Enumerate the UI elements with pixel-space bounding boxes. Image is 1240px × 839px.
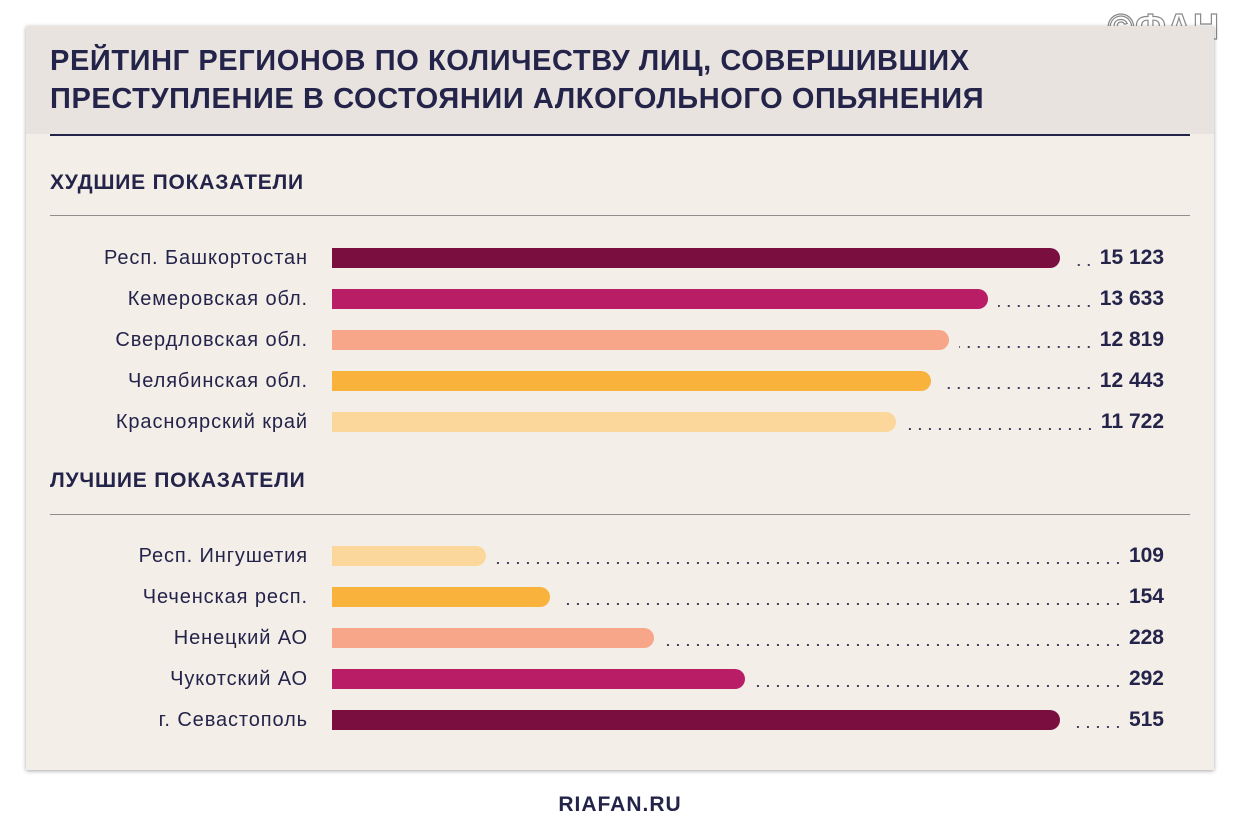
bar-row: Чукотский АО 292 bbox=[26, 667, 1214, 691]
category-label: Челябинская обл. bbox=[128, 370, 308, 392]
category-label: Чукотский АО bbox=[170, 668, 308, 690]
value-label: 13 633 bbox=[1099, 287, 1164, 310]
category-label: Чеченская респ. bbox=[142, 586, 308, 608]
bar bbox=[332, 412, 896, 432]
bar-row: Кемеровская обл. 13 633 bbox=[26, 287, 1214, 311]
bar-row: Респ. Башкортостан 15 123 bbox=[26, 246, 1214, 270]
value-label: 11 722 bbox=[1100, 410, 1164, 433]
bar bbox=[332, 248, 1060, 268]
value-label: 154 bbox=[1128, 585, 1164, 608]
bar bbox=[332, 371, 931, 391]
category-label: Респ. Ингушетия bbox=[138, 545, 308, 567]
title-divider bbox=[50, 134, 1190, 136]
category-label: г. Севастополь bbox=[158, 709, 308, 731]
source-credit: RIAFAN.RU bbox=[558, 793, 682, 816]
bar-row: Респ. Ингушетия 109 bbox=[26, 544, 1214, 568]
bar-row: Челябинская обл. 12 443 bbox=[26, 369, 1214, 393]
bar bbox=[332, 546, 486, 566]
title-band: РЕЙТИНГ РЕГИОНОВ ПО КОЛИЧЕСТВУ ЛИЦ, СОВЕ… bbox=[26, 26, 1214, 134]
section-divider-worst bbox=[50, 215, 1190, 216]
value-label: 12 819 bbox=[1099, 328, 1164, 351]
section-title-worst: ХУДШИЕ ПОКАЗАТЕЛИ bbox=[50, 171, 304, 194]
value-label: 228 bbox=[1128, 626, 1164, 649]
section-title-best: ЛУЧШИЕ ПОКАЗАТЕЛИ bbox=[50, 469, 306, 492]
value-label: 292 bbox=[1128, 667, 1164, 690]
dotted-leader bbox=[1070, 726, 1123, 728]
value-label: 15 123 bbox=[1099, 246, 1164, 269]
value-label: 109 bbox=[1128, 544, 1164, 567]
category-label: Ненецкий АО bbox=[173, 627, 308, 649]
value-label: 12 443 bbox=[1099, 369, 1164, 392]
infographic-card: РЕЙТИНГ РЕГИОНОВ ПО КОЛИЧЕСТВУ ЛИЦ, СОВЕ… bbox=[26, 26, 1214, 770]
dotted-leader bbox=[998, 305, 1094, 307]
dotted-leader bbox=[941, 387, 1094, 389]
category-label: Красноярский край bbox=[115, 411, 308, 433]
dotted-leader bbox=[1070, 264, 1094, 266]
category-label: Респ. Башкортостан bbox=[104, 247, 308, 269]
dotted-leader bbox=[755, 685, 1123, 687]
bar bbox=[332, 710, 1060, 730]
bar bbox=[332, 587, 550, 607]
bar-row: Чеченская респ. 154 bbox=[26, 585, 1214, 609]
bar-row: Свердловская обл. 12 819 bbox=[26, 328, 1214, 352]
bar bbox=[332, 669, 745, 689]
bar-row: г. Севастополь 515 bbox=[26, 708, 1214, 732]
section-divider-best bbox=[50, 514, 1190, 515]
dotted-leader bbox=[906, 428, 1095, 430]
category-label: Кемеровская обл. bbox=[127, 288, 308, 310]
category-label: Свердловская обл. bbox=[115, 329, 308, 351]
bar-row: Ненецкий АО 228 bbox=[26, 626, 1214, 650]
dotted-leader bbox=[560, 603, 1123, 605]
chart-title: РЕЙТИНГ РЕГИОНОВ ПО КОЛИЧЕСТВУ ЛИЦ, СОВЕ… bbox=[50, 45, 985, 115]
value-label: 515 bbox=[1128, 708, 1164, 731]
bar bbox=[332, 628, 654, 648]
bar bbox=[332, 330, 949, 350]
dotted-leader bbox=[959, 346, 1094, 348]
bar bbox=[332, 289, 988, 309]
dotted-leader bbox=[664, 644, 1123, 646]
bar-row: Красноярский край 11 722 bbox=[26, 410, 1214, 434]
dotted-leader bbox=[496, 562, 1123, 564]
